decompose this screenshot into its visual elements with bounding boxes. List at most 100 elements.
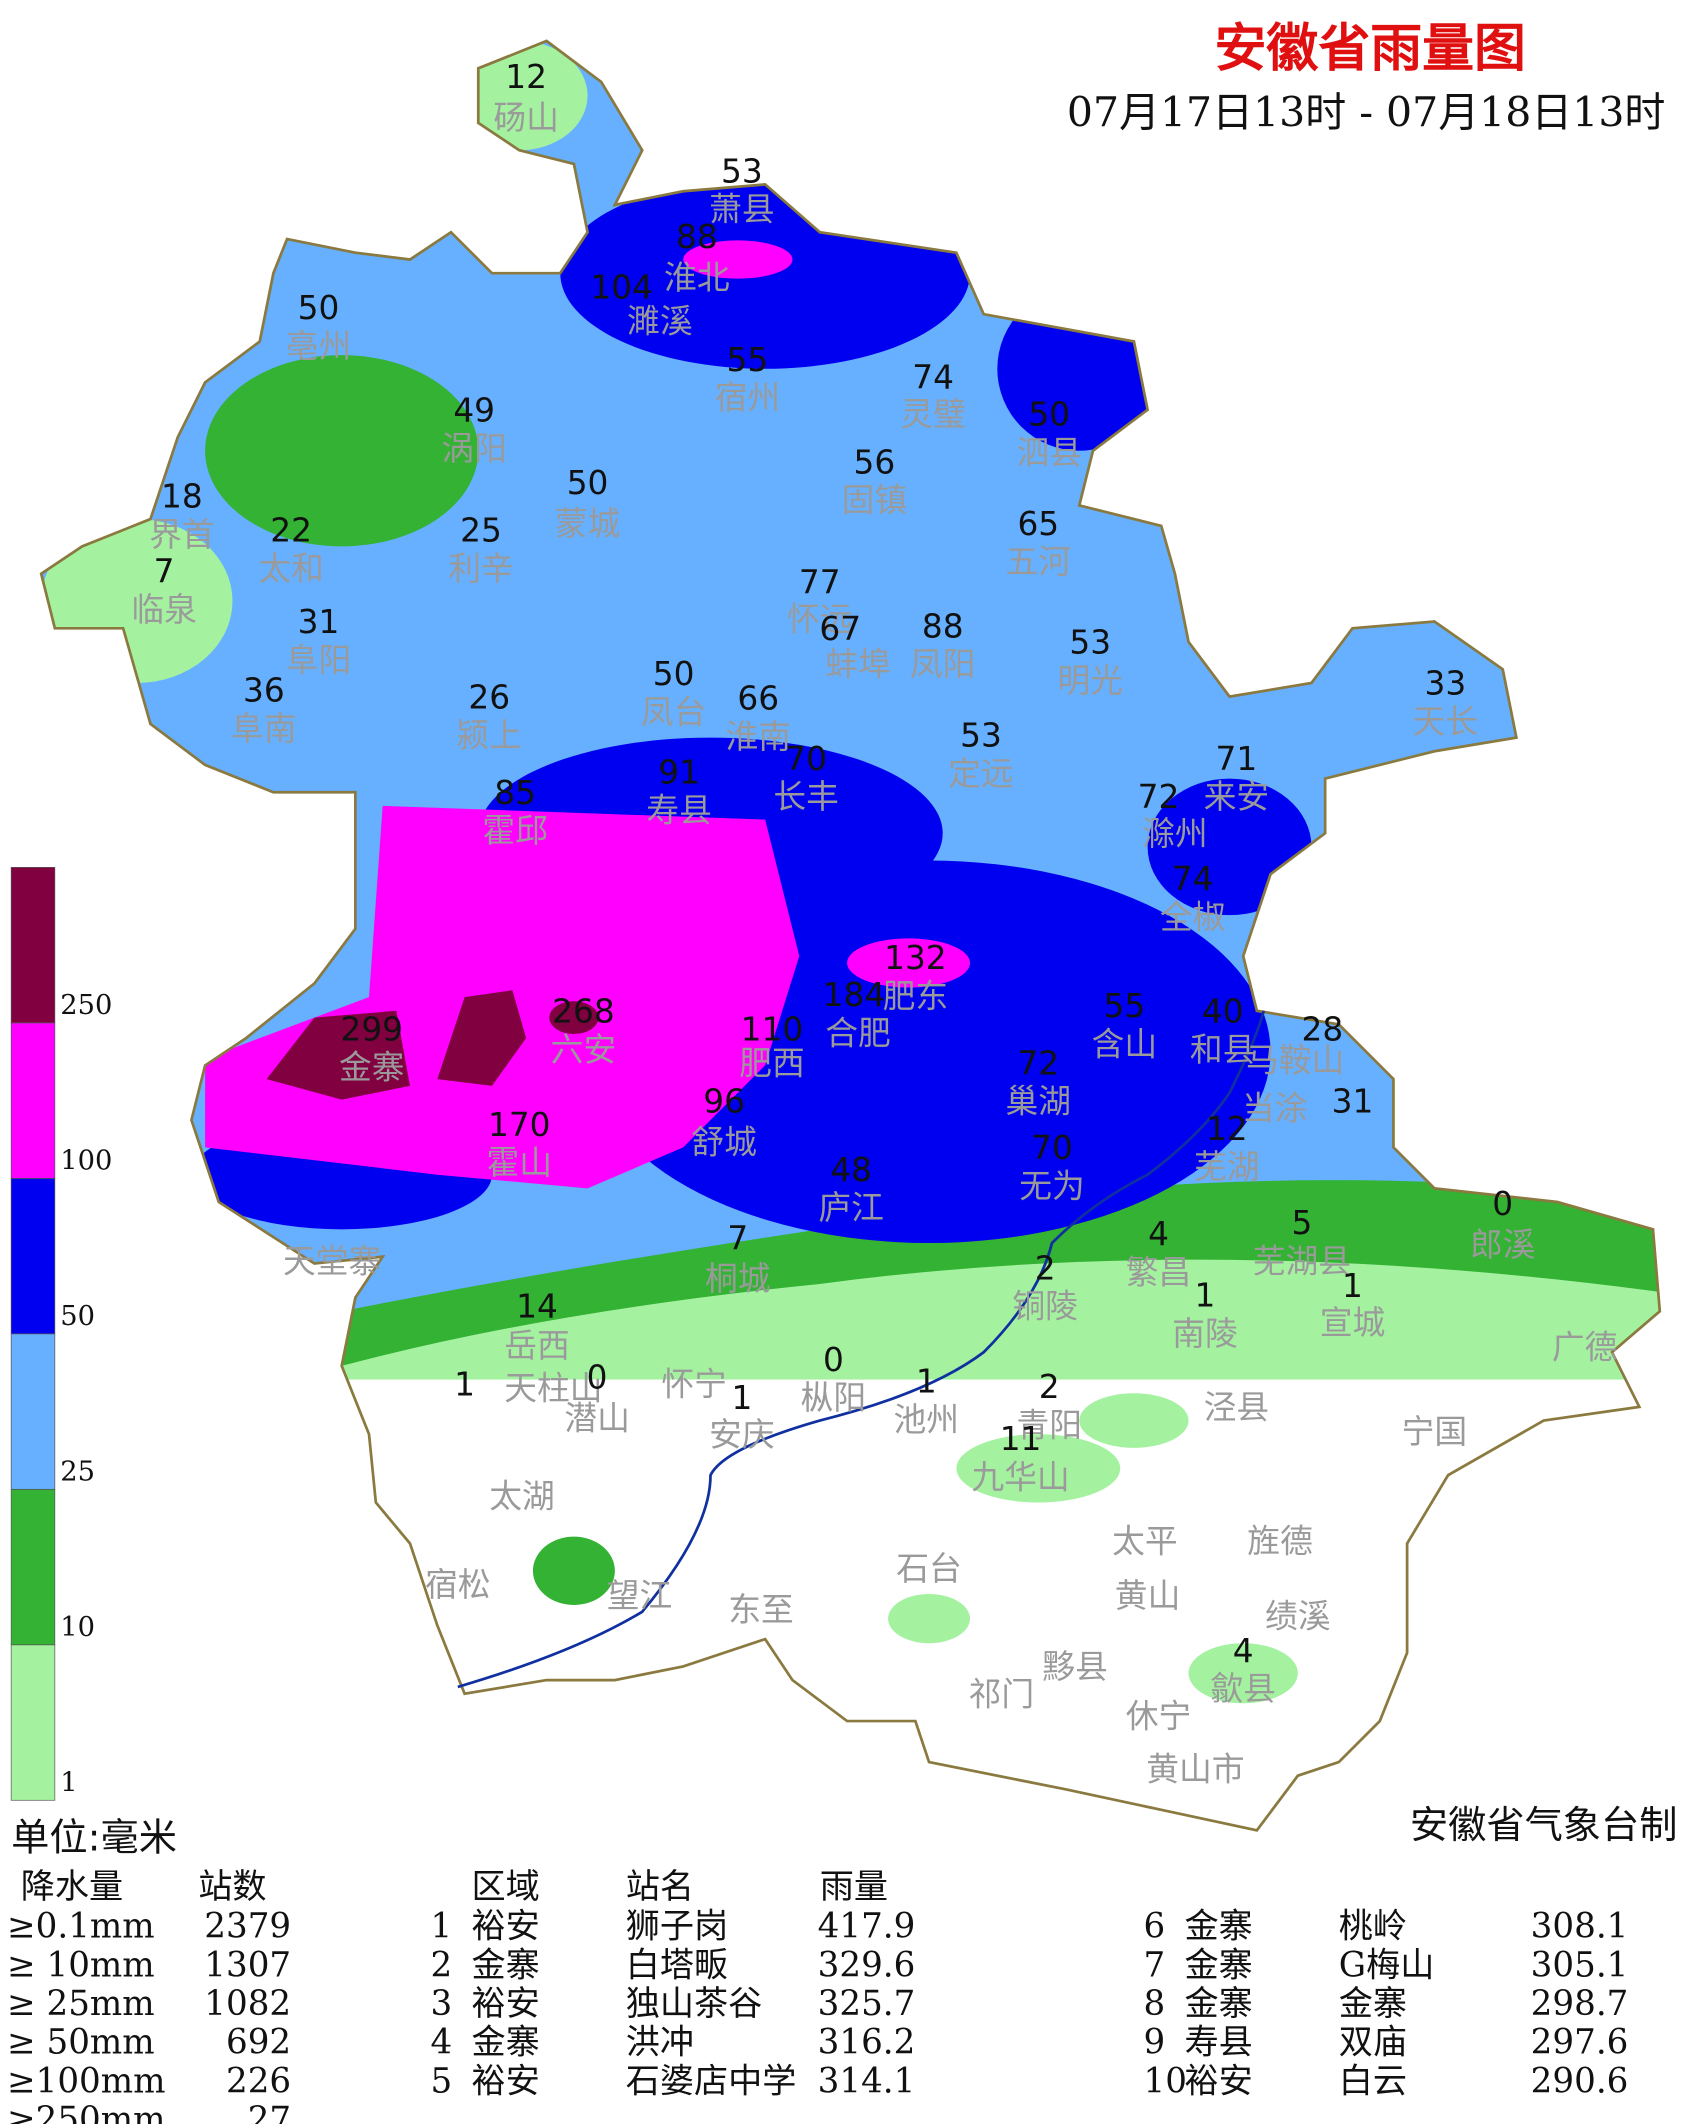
- station-name: 砀山: [493, 99, 559, 137]
- legend-swatch: [10, 1488, 56, 1646]
- station-rainfall: 110: [741, 1010, 804, 1048]
- station-rainfall: 12: [1206, 1110, 1248, 1148]
- station-name: 旌德: [1247, 1522, 1313, 1560]
- station-name: 来安: [1204, 778, 1270, 816]
- station-name: 黄山: [1115, 1577, 1181, 1615]
- region: 金寨: [471, 1945, 539, 1985]
- station-rainfall: 4: [1148, 1215, 1169, 1253]
- station-name: 宿州: [715, 379, 781, 417]
- station-rainfall: 74: [1172, 860, 1214, 898]
- station-name: 亳州: [286, 327, 352, 365]
- station-name: 全椒: [1160, 898, 1226, 936]
- yangtze-river: [457, 1010, 1266, 1689]
- station: 双庙: [1339, 2023, 1407, 2063]
- rank: 7: [1143, 1945, 1165, 1985]
- station-rainfall: 48: [830, 1151, 872, 1189]
- station-name: 肥西: [739, 1044, 805, 1082]
- station-name: 南陵: [1172, 1315, 1238, 1353]
- station-rainfall: 77: [799, 564, 841, 602]
- legend-label: 1: [60, 1767, 77, 1798]
- station-rainfall: 2: [1039, 1368, 1060, 1406]
- stats-threshold: ≥ 10mm: [7, 1945, 155, 1985]
- stats-count: 692: [226, 2023, 291, 2063]
- legend-label: 10: [60, 1612, 95, 1643]
- stats-header: 降水量: [21, 1867, 123, 1907]
- station-name: 泗县: [1016, 434, 1082, 472]
- station-rainfall: 36: [243, 672, 285, 710]
- station-name: 霍邱: [482, 812, 548, 850]
- station-rainfall: 74: [912, 359, 954, 397]
- station-name: 凤阳: [910, 646, 976, 684]
- station-rainfall: 5: [1292, 1204, 1313, 1242]
- legend-label: 50: [60, 1301, 95, 1332]
- station-rainfall: 72: [1138, 778, 1180, 816]
- province-border: [39, 39, 1662, 1832]
- station-rainfall: 14: [516, 1288, 558, 1326]
- station-name: 铜陵: [1012, 1288, 1078, 1326]
- station-rainfall: 132: [884, 939, 947, 977]
- station-rainfall: 268: [552, 993, 615, 1031]
- station-name: 金寨: [339, 1049, 405, 1087]
- station-name: 九华山: [971, 1458, 1069, 1496]
- station-name: 淮北: [664, 259, 730, 297]
- station-name: 滁州: [1142, 815, 1208, 853]
- region: 裕安: [471, 2061, 539, 2101]
- rainfall: 329.6: [818, 1945, 916, 1985]
- station-rainfall: 55: [1104, 987, 1146, 1025]
- station-rainfall: 70: [785, 740, 827, 778]
- stats-threshold: ≥ 50mm: [7, 2023, 155, 2063]
- station-name: 岳西: [504, 1327, 570, 1365]
- station-name: 枞阳: [801, 1379, 867, 1417]
- stats-count: 27: [248, 2100, 291, 2124]
- station-rainfall: 1: [916, 1363, 937, 1401]
- stats-count: 226: [226, 2061, 291, 2101]
- station-rainfall: 50: [1028, 396, 1070, 434]
- station-name: 合肥: [825, 1014, 891, 1052]
- station-name: 石台: [896, 1550, 962, 1588]
- station-name: 宁国: [1402, 1413, 1468, 1451]
- station-rainfall: 56: [854, 443, 896, 481]
- station-rainfall: 85: [494, 774, 536, 812]
- station-name: 涡阳: [441, 430, 507, 468]
- stats-threshold: ≥0.1mm: [7, 1907, 155, 1947]
- station-name: 望江: [607, 1577, 673, 1615]
- rainfall: 314.1: [818, 2061, 916, 2101]
- station-name: 潜山: [564, 1400, 630, 1438]
- tables: 降水量 站数≥0.1mm 2379≥ 10mm 1307≥ 25mm 1082≥ 50m…: [7, 1867, 1628, 2124]
- legend-label: 100: [60, 1145, 112, 1176]
- station-name: 界首: [149, 516, 215, 554]
- station-rainfall: 55: [727, 341, 769, 379]
- stats-threshold: ≥100mm: [7, 2061, 165, 2101]
- station-name: 池州: [894, 1401, 960, 1439]
- station-name: 宿松: [425, 1566, 491, 1604]
- rainfall: 297.6: [1531, 2023, 1629, 2063]
- legend-swatch: [10, 867, 56, 1024]
- station-name: 祁门: [969, 1675, 1035, 1713]
- station-rainfall: 33: [1425, 665, 1467, 703]
- station-rainfall: 96: [703, 1083, 745, 1121]
- station-name: 宣城: [1320, 1304, 1386, 1342]
- station-name: 天长: [1413, 703, 1479, 741]
- station-name: 泾县: [1204, 1389, 1270, 1427]
- stats-threshold: ≥250mm: [7, 2100, 165, 2124]
- rank: 1: [430, 1907, 452, 1947]
- station-name: 长丰: [773, 778, 839, 816]
- station-rainfall: 25: [460, 512, 502, 550]
- rank: 2: [430, 1945, 452, 1985]
- station-rainfall: 88: [676, 218, 718, 256]
- station-rainfall: 72: [1017, 1044, 1059, 1082]
- station-name: 马鞍山: [1246, 1042, 1344, 1080]
- station-name: 灵璧: [900, 396, 966, 434]
- rank: 8: [1143, 1984, 1165, 2024]
- station-name: 临泉: [131, 591, 197, 629]
- stats-count: 1307: [204, 1945, 291, 1985]
- station-name: 庐江: [818, 1189, 884, 1227]
- station-name: 六安: [551, 1031, 617, 1069]
- station-name: 当涂: [1242, 1089, 1308, 1127]
- station: 白塔畈: [626, 1945, 728, 1985]
- station: 桃岭: [1339, 1907, 1407, 1947]
- station: 独山茶谷: [626, 1984, 763, 2024]
- rainfall: 417.9: [818, 1907, 916, 1947]
- unit-label: 单位:毫米: [11, 1816, 177, 1860]
